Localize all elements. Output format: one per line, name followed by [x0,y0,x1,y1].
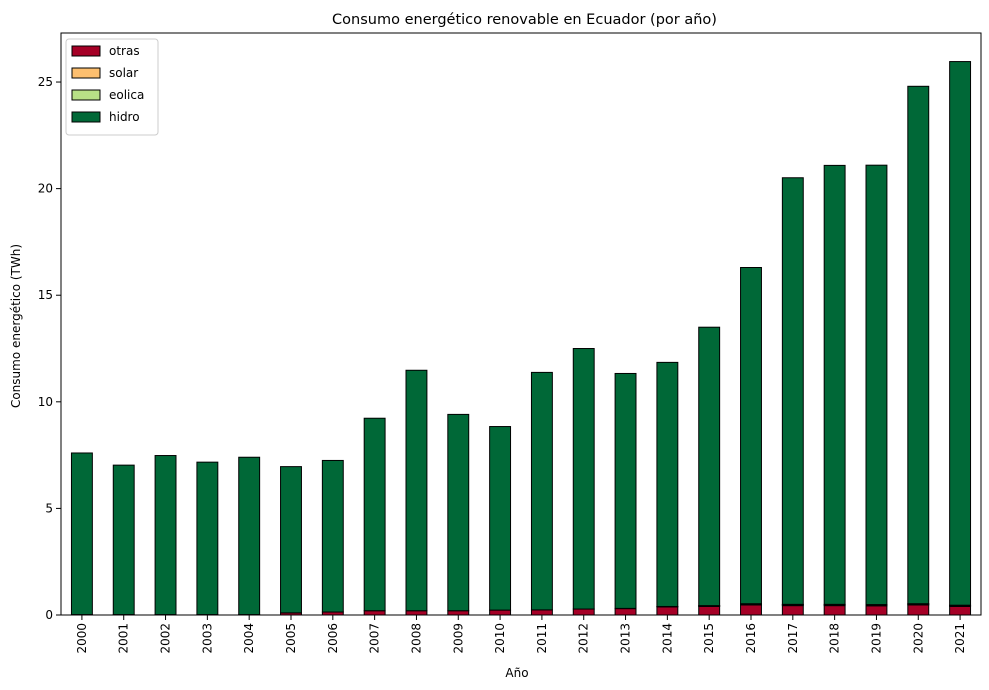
legend-swatch-hidro [71,111,101,123]
bar-hidro-2011 [530,371,553,611]
x-axis-label: Año [505,666,528,680]
legend-label-solar: solar [109,66,138,80]
bar-hidro-2010 [489,426,512,611]
x-tick-label-2014: 2014 [660,623,674,654]
bar-otras-2014 [656,606,679,616]
x-tick-label-2005: 2005 [284,623,298,654]
legend-label-eolica: eolica [109,88,144,102]
bar-hidro-2008 [405,369,428,612]
bar-otras-2009 [447,610,470,616]
x-tick-label-2004: 2004 [242,623,256,654]
x-tick-label-2002: 2002 [159,623,173,654]
x-tick-label-2009: 2009 [451,623,465,654]
legend-swatch-solar [71,67,101,79]
bar-hidro-2013 [614,372,637,609]
y-axis: 0 5 10 15 20 25 [38,75,61,622]
bar-hidro-2009 [447,413,470,612]
x-tick-label-2007: 2007 [368,623,382,654]
legend-label-otras: otras [109,44,140,58]
y-axis-label: Consumo energético (TWh) [9,244,23,408]
bar-hidro-2006 [321,459,344,613]
bar-hidro-2021 [949,61,972,606]
bar-hidro-2005 [280,466,302,614]
x-tick-label-2012: 2012 [577,623,591,654]
legend: otras solar eolica hidro [65,38,159,136]
bar-otras-2021 [949,605,972,616]
x-tick-label-2011: 2011 [535,623,549,654]
bar-otras-2017 [781,605,804,616]
bar-otras-2010 [489,609,512,616]
bar-otras-2015 [698,605,721,616]
x-tick-label-2000: 2000 [75,623,89,654]
bar-hidro-2017 [781,177,804,605]
x-tick-label-2017: 2017 [786,623,800,654]
bar-otras-2020 [907,604,930,616]
y-tick-label-0: 0 [45,608,53,622]
y-tick-label-20: 20 [38,182,53,196]
bar-otras-2012 [572,608,595,616]
bar-otras-2007 [363,610,386,616]
bar-hidro-2001 [112,464,135,616]
bar-hidro-2016 [740,267,762,605]
bar-hidro-2000 [70,452,93,616]
x-tick-label-2018: 2018 [828,623,842,654]
bar-otras-2018 [823,605,846,616]
bar-hidro-2002 [154,455,177,616]
bar-hidro-2015 [698,326,721,607]
y-tick-label-25: 25 [38,75,53,89]
bar-hidro-2007 [363,417,386,612]
x-tick-label-2016: 2016 [744,623,758,654]
x-tick-label-2015: 2015 [702,623,716,654]
x-tick-label-2001: 2001 [117,623,131,654]
bar-otras-2016 [740,604,762,616]
bar-otras-2019 [865,605,888,616]
bars [70,61,972,616]
y-tick-label-5: 5 [45,501,53,515]
chart-title: Consumo energético renovable en Ecuador … [332,12,717,28]
y-tick-label-10: 10 [38,395,53,409]
bar-hidro-2020 [907,85,930,605]
x-tick-label-2008: 2008 [409,623,423,654]
bar-otras-2011 [530,609,553,616]
x-tick-label-2006: 2006 [326,623,340,654]
legend-box [65,38,159,136]
x-tick-label-2020: 2020 [911,623,925,654]
bar-hidro-2003 [196,461,219,616]
bar-hidro-2014 [656,361,679,607]
bar-hidro-2004 [238,456,261,616]
bar-hidro-2019 [865,164,888,606]
bar-hidro-2018 [823,164,846,605]
legend-swatch-eolica [71,89,101,101]
x-tick-label-2013: 2013 [619,623,633,654]
bar-otras-2013 [614,608,637,616]
x-tick-label-2003: 2003 [200,623,214,654]
bar-otras-2008 [405,610,428,616]
bar-hidro-2012 [572,348,595,610]
legend-swatch-otras [71,45,101,57]
plot-frame [60,32,982,616]
x-axis: 2000 2001 2002 2003 2004 2005 2006 2007 2008 2009… [75,615,967,654]
x-tick-label-2010: 2010 [493,623,507,654]
x-tick-label-2019: 2019 [869,623,883,654]
x-tick-label-2021: 2021 [953,623,967,654]
y-tick-label-15: 15 [38,288,53,302]
legend-label-hidro: hidro [109,110,140,124]
